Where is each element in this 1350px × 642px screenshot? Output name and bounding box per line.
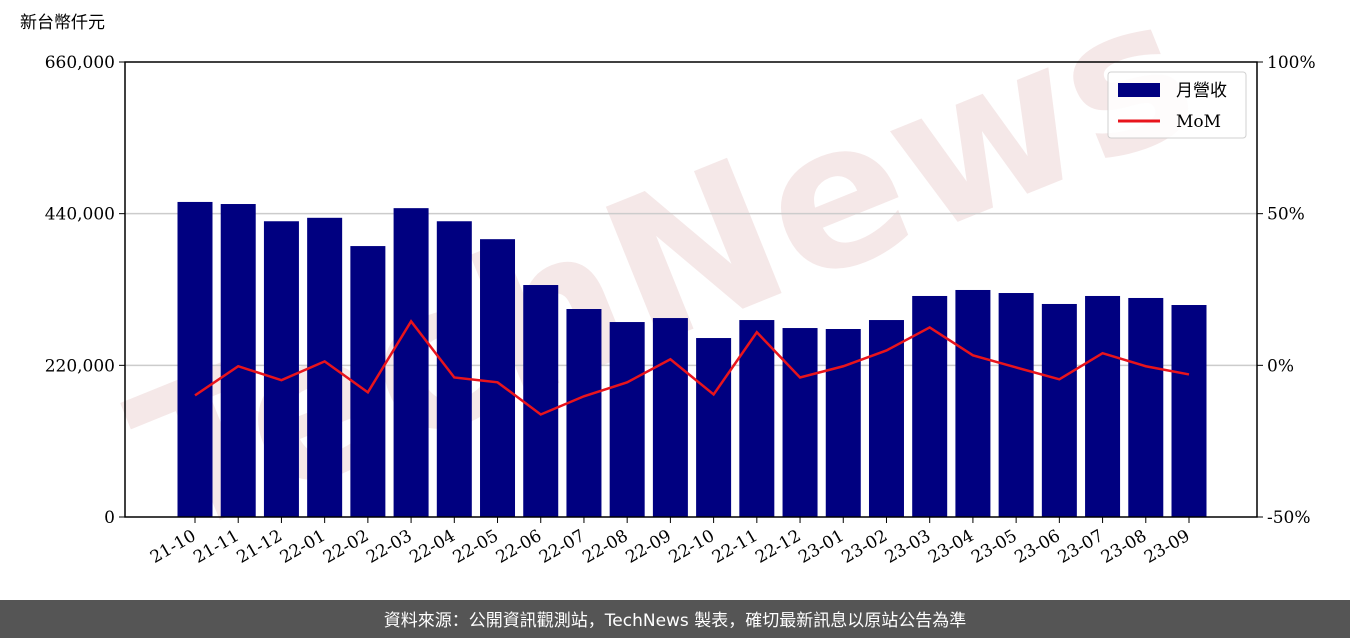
bar [782,328,818,517]
x-tick-label: 22-07 [536,526,588,568]
x-tick-label: 22-10 [666,526,718,568]
y-axis-label: 新台幣仟元 [20,13,105,33]
bar [436,221,472,517]
x-tick-label: 23-08 [1098,526,1150,568]
x-tick-label: 23-02 [839,526,891,568]
bar [739,320,775,517]
bar [912,295,948,517]
x-tick-label: 22-08 [579,526,631,568]
x-tick-label: 22-05 [450,526,502,568]
x-tick-label: 23-07 [1055,526,1107,568]
bar [393,208,429,517]
bar [868,320,904,517]
x-tick-label: 22-06 [493,526,545,568]
x-tick-label: 22-02 [320,526,372,568]
x-tick-label: 22-12 [752,526,804,568]
bar [1085,295,1121,517]
line [194,319,1190,416]
bar [696,338,732,517]
legend-label: MoM [1176,112,1221,132]
y2-tick-label: 0% [1267,356,1294,376]
y-tick-label: 660,000 [45,53,115,73]
bar [1041,303,1077,517]
y2-tick-label: 100% [1267,53,1316,73]
y2-tick-label: -50% [1267,508,1311,528]
bar [825,329,861,517]
x-tick-label: 23-06 [1011,526,1063,568]
x-tick-label: 22-03 [363,526,415,568]
bar [220,204,256,518]
bar [609,322,645,517]
bar [263,221,299,517]
legend-swatch [1118,83,1160,97]
legend-label: 月營收 [1176,81,1227,101]
bar [955,289,991,517]
bar [480,239,516,517]
x-tick-label: 22-11 [709,526,761,568]
y-tick-label: 0 [104,508,115,528]
plot-frame [124,61,1258,518]
x-tick-label: 22-04 [406,526,458,568]
bar [1171,305,1207,517]
bar [998,293,1034,517]
x-tick-label: 23-01 [795,526,847,568]
x-tick-label: 23-05 [968,526,1020,568]
bar [566,309,602,517]
y-tick-label: 220,000 [45,356,115,376]
x-tick-label: 23-03 [882,526,934,568]
bar [523,285,559,517]
bar [350,246,386,517]
x-tick-label: 22-09 [622,526,674,568]
bar [1128,297,1164,517]
y-tick-label: 440,000 [45,205,115,225]
bar [652,318,688,517]
footer: 資料來源：公開資訊觀測站，TechNews 製表，確切最新訊息以原站公告為準 [384,611,966,631]
footer-bar [0,600,1350,638]
x-tick-label: 23-04 [925,526,977,568]
x-tick-label: 23-09 [1141,526,1193,568]
bar [177,201,213,518]
y2-tick-label: 50% [1267,205,1305,225]
